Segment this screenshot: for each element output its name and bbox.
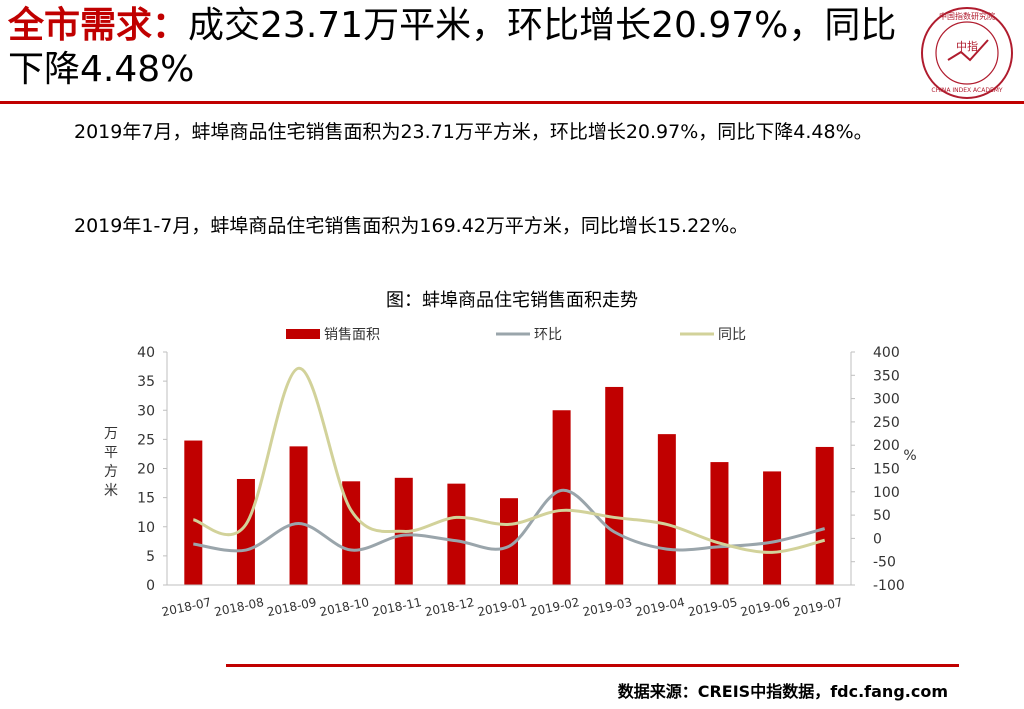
legend-swatch-bar — [286, 329, 320, 339]
left-tick-label: 5 — [146, 549, 155, 565]
headline: 全市需求：成交23.71万平米，环比增长20.97%，同比下降4.48% — [8, 4, 908, 92]
sales-area-bar — [815, 446, 834, 585]
sales-area-bar — [552, 410, 571, 585]
x-tick-label: 2019-01 — [476, 595, 528, 619]
right-tick-label: 200 — [873, 438, 900, 454]
line-series — [192, 366, 826, 554]
paragraph-ytd: 2019年1-7月，蚌埠商品住宅销售面积为169.42万平方米，同比增长15.2… — [74, 215, 749, 237]
data-source: 数据来源：CREIS中指数据，fdc.fang.com — [617, 682, 948, 701]
legend-label: 销售面积 — [324, 327, 380, 343]
sales-area-bar — [500, 498, 518, 585]
sales-area-bar — [447, 483, 466, 585]
sales-area-bar — [710, 462, 729, 585]
left-tick-label: 35 — [137, 374, 155, 390]
legend-label: 环比 — [534, 327, 562, 343]
sales-area-bar — [342, 481, 361, 585]
bar-series — [184, 386, 834, 585]
x-tick-label: 2019-02 — [529, 595, 581, 619]
sales-area-bar — [289, 446, 308, 585]
sales-area-bar — [184, 440, 203, 585]
footer-divider — [226, 664, 959, 667]
right-tick-label: 0 — [873, 531, 882, 547]
legend-label: 同比 — [718, 327, 746, 343]
x-tick-label: 2019-03 — [581, 595, 633, 619]
right-tick-label: -100 — [873, 578, 905, 594]
left-tick-label: 15 — [137, 491, 155, 507]
x-tick-label: 2019-06 — [739, 595, 791, 619]
right-tick-label: -50 — [873, 555, 896, 571]
sales-area-bar — [605, 386, 624, 585]
logo-bottom-text: CHINA INDEX ACADEMY — [931, 87, 1003, 94]
right-axis: -100 -50 0 50 100 150 200 250 300 350 400% — [850, 345, 917, 594]
x-tick-label: 2019-05 — [687, 595, 739, 619]
left-tick-label: 40 — [137, 345, 155, 361]
left-tick-label: 20 — [137, 462, 155, 478]
left-tick-label: 25 — [137, 432, 155, 448]
header-divider — [0, 101, 1024, 104]
yoy-line — [192, 366, 826, 554]
x-tick-label: 2018-07 — [160, 595, 212, 619]
right-axis-label: % — [903, 448, 916, 464]
left-tick-label: 10 — [137, 520, 155, 536]
headline-lead: 全市需求： — [8, 5, 189, 46]
right-tick-label: 400 — [873, 345, 900, 361]
left-axis: 0 5 10 15 20 25 30 35 40 万平方米 — [104, 345, 168, 594]
sales-area-chart: 销售面积 环比 同比 0 5 10 15 20 25 30 35 40 万平方米 -100 -50 0 50… — [104, 327, 917, 619]
right-tick-label: 350 — [873, 368, 900, 384]
left-tick-label: 30 — [137, 403, 155, 419]
x-tick-label: 2018-10 — [318, 595, 370, 619]
x-tick-label: 2018-08 — [213, 595, 265, 619]
headline-rest: 成交23.71万平米，环比增长20.97%，同比下降4.48% — [8, 5, 897, 90]
paragraph-monthly: 2019年7月，蚌埠商品住宅销售面积为23.71万平方米，环比增长20.97%，… — [74, 121, 873, 143]
logo-top-text: 中国指数研究院 — [939, 11, 995, 21]
left-tick-label: 0 — [146, 578, 155, 594]
right-tick-label: 50 — [873, 508, 891, 524]
right-tick-label: 250 — [873, 415, 900, 431]
right-tick-label: 100 — [873, 485, 900, 501]
right-tick-label: 300 — [873, 392, 900, 408]
china-index-academy-logo: 中指 中国指数研究院 CHINA INDEX ACADEMY — [921, 7, 1013, 99]
sales-area-bar — [236, 478, 255, 585]
x-tick-label: 2018-09 — [266, 595, 318, 619]
x-axis-labels: 2018-07 2018-08 2018-09 2018-10 2018-11 2018-… — [160, 584, 851, 619]
sales-area-bar — [763, 471, 782, 585]
x-tick-label: 2019-07 — [792, 595, 844, 619]
x-tick-label: 2019-04 — [634, 595, 686, 619]
sales-area-bar — [657, 434, 676, 585]
x-tick-label: 2018-12 — [424, 595, 476, 619]
x-tick-label: 2018-11 — [371, 595, 423, 619]
mom-line — [193, 488, 826, 553]
logo-center-text: 中指 — [956, 39, 978, 53]
left-axis-label: 万平方米 — [104, 426, 118, 499]
right-tick-label: 150 — [873, 462, 900, 478]
chart-legend: 销售面积 环比 同比 — [286, 327, 746, 343]
chart-title: 图：蚌埠商品住宅销售面积走势 — [386, 290, 638, 311]
